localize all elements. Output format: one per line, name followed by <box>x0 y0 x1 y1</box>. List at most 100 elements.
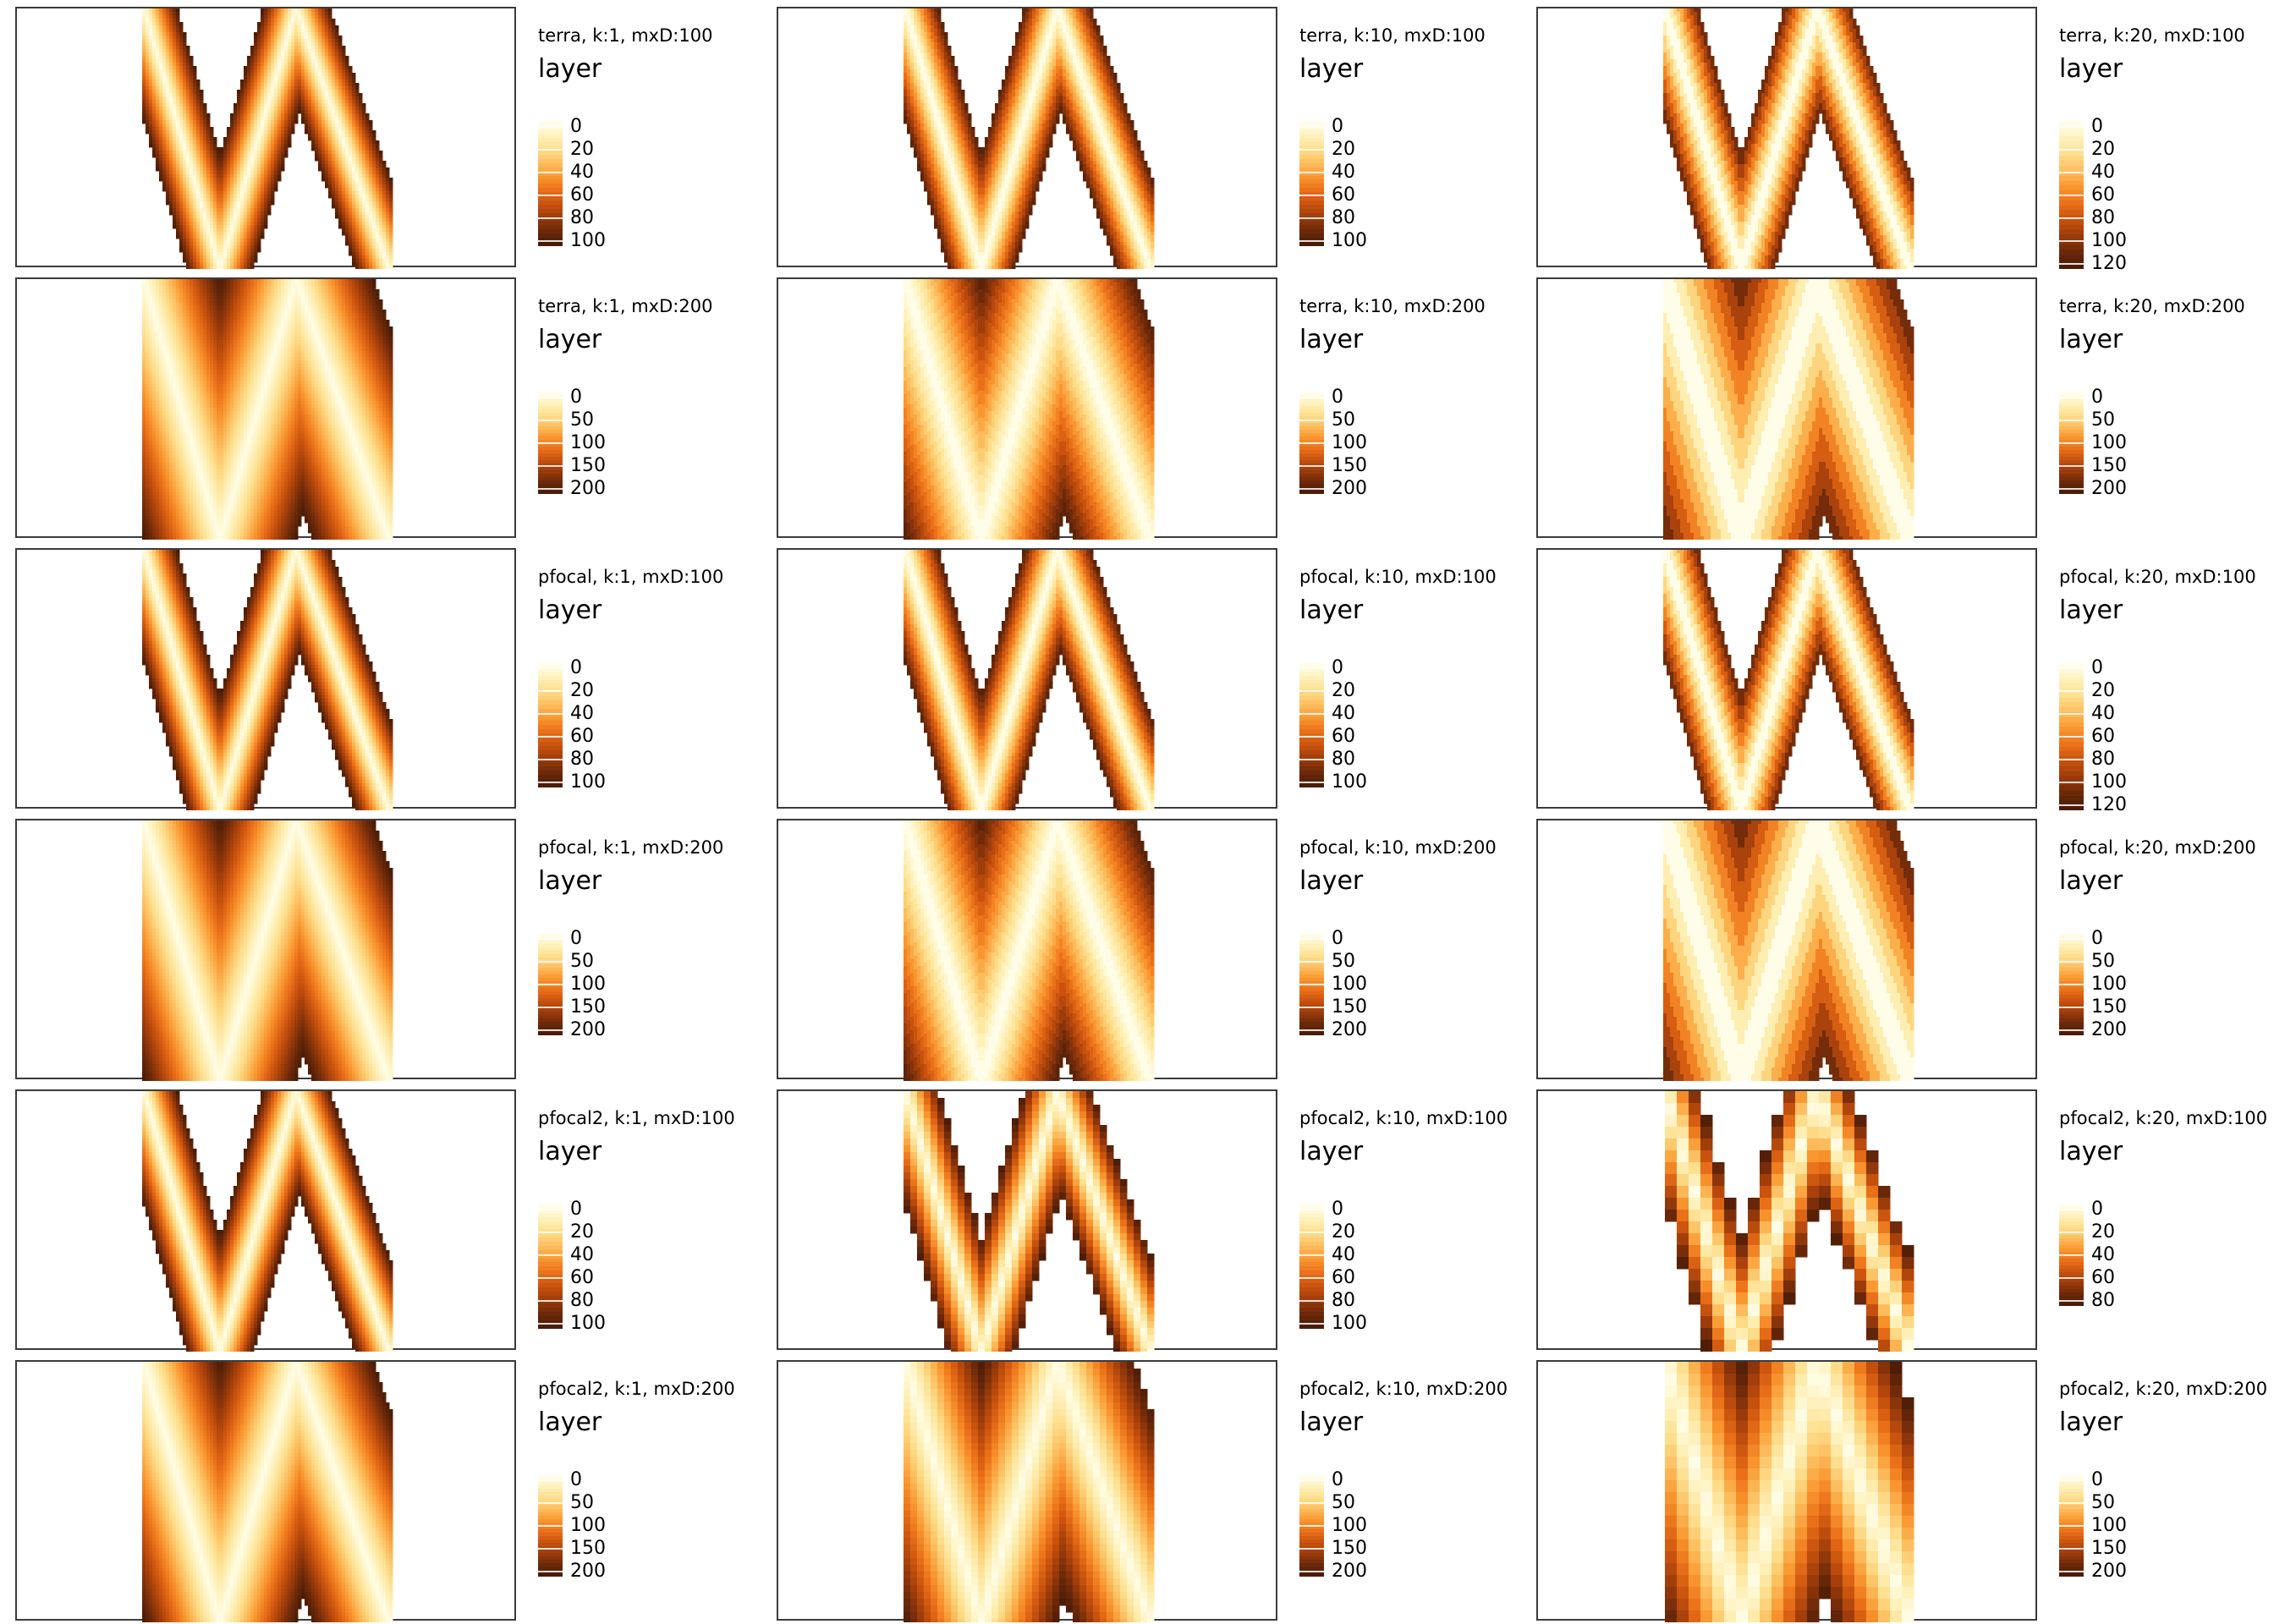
raster-cell <box>1063 32 1067 36</box>
raster-cell <box>1042 80 1046 84</box>
raster-cell <box>203 113 207 118</box>
raster-cell <box>1090 46 1094 50</box>
raster-cell <box>217 232 221 236</box>
raster-cell <box>1059 56 1063 60</box>
raster-cell <box>311 19 316 23</box>
raster-cell <box>179 113 184 118</box>
raster-cell <box>369 218 373 222</box>
raster-cell <box>176 59 180 63</box>
raster-cell <box>376 178 380 182</box>
raster-cell <box>288 103 292 107</box>
raster-cell <box>257 110 261 114</box>
raster-cell <box>264 110 268 114</box>
raster-cell <box>244 110 248 114</box>
raster-cell <box>264 137 268 141</box>
raster-cell <box>146 86 150 91</box>
raster-cell <box>173 32 177 36</box>
raster-cell <box>190 262 194 266</box>
raster-cell <box>159 83 163 87</box>
raster-cell <box>190 151 194 155</box>
raster-cell <box>920 86 925 91</box>
raster-cell <box>1032 32 1036 36</box>
raster-cell <box>257 36 261 40</box>
raster-cell <box>237 188 241 192</box>
raster-cell <box>321 157 326 162</box>
raster-cell <box>267 39 272 43</box>
raster-cell <box>349 157 353 162</box>
raster-cell <box>369 225 373 229</box>
raster-cell <box>156 22 160 26</box>
raster-cell <box>237 151 241 155</box>
raster-cell <box>349 181 353 185</box>
raster-cell <box>369 262 373 266</box>
raster-cell <box>267 22 272 26</box>
raster-cell <box>288 137 292 141</box>
raster-cell <box>173 137 177 141</box>
raster-cell <box>244 120 248 124</box>
raster-cell <box>904 93 908 97</box>
raster-cell <box>254 110 258 114</box>
raster-cell <box>176 205 180 209</box>
raster-cell <box>920 69 925 74</box>
raster-cell <box>233 167 238 172</box>
raster-cell <box>193 127 197 131</box>
raster-cell <box>355 154 360 158</box>
raster-cell <box>227 249 231 253</box>
raster-cell <box>261 113 265 118</box>
raster-cell <box>328 113 332 118</box>
raster-cell <box>382 239 387 243</box>
raster-cell <box>1069 52 1074 57</box>
raster-cell <box>142 69 146 74</box>
raster-cell <box>203 252 207 256</box>
raster-cell <box>200 262 204 266</box>
raster-cell <box>1022 15 1026 19</box>
raster-cell <box>267 195 272 199</box>
raster-cell <box>200 123 204 128</box>
raster-cell <box>305 19 309 23</box>
raster-cell <box>1032 100 1036 104</box>
raster-cell <box>176 232 180 236</box>
raster-cell <box>271 157 275 162</box>
raster-cell <box>924 80 928 84</box>
raster-cell <box>359 245 363 250</box>
raster-cell <box>291 39 295 43</box>
raster-cell <box>349 167 353 172</box>
raster-cell <box>1100 96 1104 101</box>
raster-cell <box>271 93 275 97</box>
raster-cell <box>1103 56 1107 60</box>
raster-cell <box>1039 66 1043 70</box>
raster-cell <box>1035 66 1040 70</box>
raster-cell <box>355 218 360 222</box>
raster-cell <box>1052 96 1057 101</box>
raster-cell <box>345 80 349 84</box>
raster-cell <box>325 12 329 16</box>
raster-cell <box>924 39 928 43</box>
raster-cell <box>907 69 911 74</box>
raster-cell <box>342 90 346 94</box>
raster-cell <box>934 73 938 77</box>
raster-cell <box>220 191 224 195</box>
raster-cell <box>196 161 200 165</box>
raster-cell <box>142 113 146 118</box>
raster-cell <box>920 90 925 94</box>
raster-cell <box>233 184 238 189</box>
raster-cell <box>1029 19 1033 23</box>
raster-cell <box>1052 42 1057 47</box>
raster-cell <box>288 59 292 63</box>
raster-cell <box>274 36 278 40</box>
raster-cell <box>318 39 322 43</box>
raster-cell <box>1015 73 1019 77</box>
raster-cell <box>345 215 349 219</box>
raster-cell <box>271 29 275 33</box>
raster-cell <box>359 225 363 229</box>
raster-cell <box>264 93 268 97</box>
raster-cell <box>941 103 945 107</box>
raster-cell <box>213 140 217 145</box>
raster-cell <box>142 59 146 63</box>
raster-cell <box>1093 56 1097 60</box>
raster-cell <box>379 255 383 260</box>
legend-label: 60 <box>570 186 594 205</box>
raster-cell <box>920 76 925 80</box>
raster-cell <box>1103 103 1107 107</box>
raster-cell <box>284 8 288 13</box>
